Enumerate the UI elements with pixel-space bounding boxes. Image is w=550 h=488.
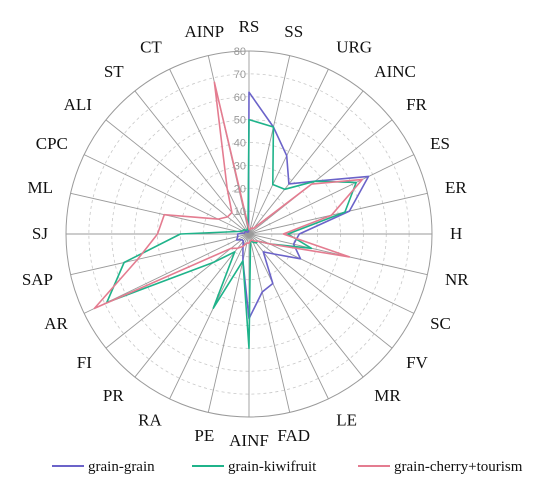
axis-label-es: ES [430,134,450,153]
axis-spoke [70,233,250,276]
axis-spoke [248,119,393,235]
axis-label-ainf: AINF [229,431,269,450]
axis-label-nr: NR [445,270,469,289]
axis-label-sap: SAP [22,270,53,289]
tick-label: 80 [234,46,246,58]
series-line-grain-cherry-tourism [93,81,364,310]
legend-label: grain-cherry+tourism [394,459,523,475]
axis-label-st: ST [104,62,124,81]
axis-label-mr: MR [374,386,401,405]
axis-label-pr: PR [103,386,124,405]
axis-label-fi: FI [77,353,92,372]
axis-label-ali: ALI [64,95,93,114]
axis-label-ra: RA [138,411,162,430]
series-line-grain-grain [235,91,370,320]
axis-spoke [70,192,250,235]
axis-spoke [83,154,250,235]
axis-label-sj: SJ [32,224,48,243]
axis-label-fr: FR [406,95,427,114]
axis-spoke [248,233,291,413]
axis-spoke [248,68,329,235]
legend: grain-grain grain-kiwifruit grain-cherry+t… [52,459,523,475]
axis-spoke [169,68,250,235]
tick-label: 40 [234,138,246,150]
axis-label-h: H [450,224,462,243]
axis-label-fv: FV [406,353,428,372]
series-layer [93,81,370,350]
axis-label-ct: CT [140,38,162,57]
axis-label-ainp: AINP [184,22,224,41]
axis-label-rs: RS [239,17,260,36]
axis-spoke [248,55,291,235]
axis-spoke [105,119,250,235]
axis-spoke [134,233,250,378]
axis-spoke [248,154,415,235]
legend-label: grain-kiwifruit [228,459,317,475]
legend-label: grain-grain [88,459,155,475]
axis-spoke [248,233,415,314]
axis-label-ss: SS [284,22,303,41]
axis-label-cpc: CPC [36,134,68,153]
tick-label: 50 [234,115,246,127]
axis-label-pe: PE [194,426,214,445]
axis-spoke [169,233,250,400]
axis-label-er: ER [445,178,467,197]
axis-spoke [248,233,393,349]
tick-label: 60 [234,92,246,104]
axis-spoke [134,90,250,235]
tick-label: 10 [234,206,246,218]
axis-spoke [248,90,364,235]
axis-label-urg: URG [336,38,372,57]
tick-label: 70 [234,69,246,81]
axis-label-ar: AR [44,314,68,333]
tick-label: 30 [234,160,246,172]
axis-spoke [248,233,329,400]
axis-label-sc: SC [430,314,451,333]
tick-label: 20 [234,183,246,195]
axis-spoke [248,192,428,235]
axis-spoke [207,233,250,413]
axis-label-le: LE [336,411,357,430]
axis-label-ainc: AINC [374,62,416,81]
axis-spoke [248,233,364,378]
axis-label-ml: ML [28,178,54,197]
axis-spoke [105,233,250,349]
axis-label-fad: FAD [277,426,310,445]
